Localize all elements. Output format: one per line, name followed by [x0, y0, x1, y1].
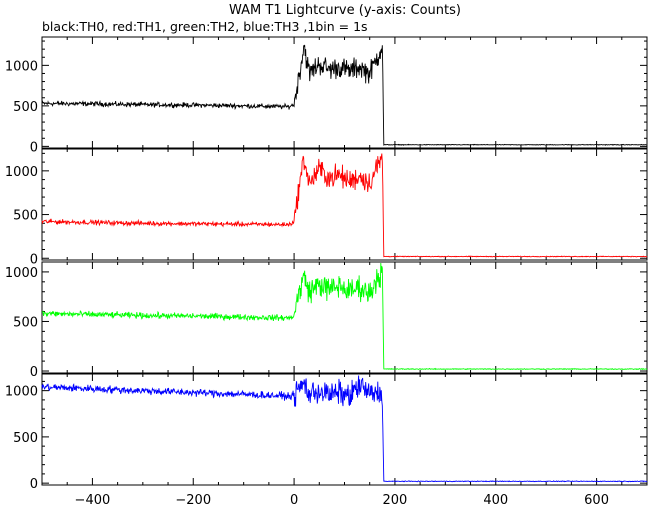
y-tick-label: 1000 [5, 165, 38, 180]
x-tick-label: −400 [75, 493, 111, 505]
x-tick-label: 0 [290, 493, 298, 505]
chart-subtitle: black:TH0, red:TH1, green:TH2, blue:TH3 … [42, 19, 368, 34]
panel-frame [41, 261, 648, 374]
x-tick-label: 200 [383, 493, 408, 505]
panel-th3: 0 500 1000 [5, 373, 648, 492]
series-line-th3 [41, 375, 648, 483]
panel-th2: 0 500 1000 [5, 261, 648, 380]
y-tick-label: 0 [30, 477, 38, 492]
panel-th1: 0 500 1000 [5, 148, 648, 267]
y-tick-label: 1000 [5, 59, 38, 74]
y-tick-label: 500 [13, 209, 38, 224]
x-tick-label: −200 [175, 493, 211, 505]
panel-frame [41, 148, 648, 261]
y-tick-label: 500 [13, 315, 38, 330]
chart-title: WAM T1 Lightcurve (y-axis: Counts) [229, 3, 461, 18]
series-line-th0 [41, 44, 648, 146]
panel-frame [41, 36, 648, 149]
series-line-th2 [41, 263, 648, 371]
y-tick-label: 500 [13, 431, 38, 446]
y-tick-label: 1000 [5, 266, 38, 281]
x-tick-label: 400 [483, 493, 508, 505]
panel-th0: 0 500 1000 [5, 36, 648, 155]
y-tick-label: 1000 [5, 385, 38, 400]
x-axis: −400 −200 0 200 400 600 [75, 493, 609, 505]
y-tick-label: 0 [30, 140, 38, 155]
y-tick-label: 0 [30, 365, 38, 380]
y-tick-label: 500 [13, 100, 38, 115]
x-tick-label: 600 [584, 493, 609, 505]
y-tick-label: 0 [30, 252, 38, 267]
series-line-th1 [41, 153, 648, 258]
